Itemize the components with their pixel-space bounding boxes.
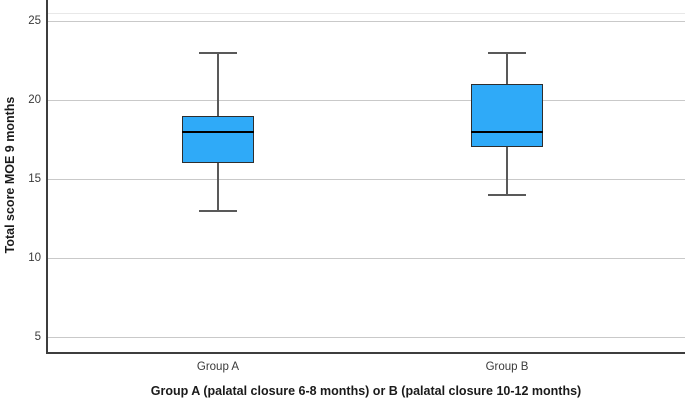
whisker-upper-cap-group-b [488, 51, 526, 54]
y-tick-label: 25 [28, 15, 41, 27]
x-tick-label-group-a: Group A [196, 361, 240, 373]
y-tick-label: 15 [28, 173, 41, 185]
median-line-group-b [471, 130, 543, 134]
median-line-group-a [182, 130, 254, 134]
y-tick-label: 5 [34, 331, 41, 343]
whisker-lower-stem-group-b [506, 147, 508, 195]
whisker-upper-stem-group-b [506, 52, 508, 85]
y-gridline [48, 336, 685, 338]
whisker-lower-cap-group-b [488, 193, 526, 196]
whisker-lower-stem-group-a [217, 163, 219, 211]
x-axis-title: Group A (palatal closure 6-8 months) or … [150, 384, 582, 398]
y-tick-label: 20 [28, 94, 41, 106]
x-tick-label-group-b: Group B [485, 361, 529, 373]
box-group-a [182, 115, 254, 164]
y-gridline [48, 257, 685, 259]
y-gridline [48, 20, 685, 22]
box-group-b [471, 84, 543, 148]
y-axis-line [46, 0, 48, 354]
x-axis-line [46, 352, 685, 354]
whisker-lower-cap-group-a [199, 209, 237, 212]
y-gridline [48, 178, 685, 180]
whisker-upper-stem-group-a [217, 52, 219, 116]
y-gridline [48, 99, 685, 101]
whisker-upper-cap-group-a [199, 51, 237, 54]
y-tick-label: 10 [28, 252, 41, 264]
y-axis-title: Total score MOE 9 months [3, 96, 17, 254]
plot-top-frame [47, 13, 685, 14]
